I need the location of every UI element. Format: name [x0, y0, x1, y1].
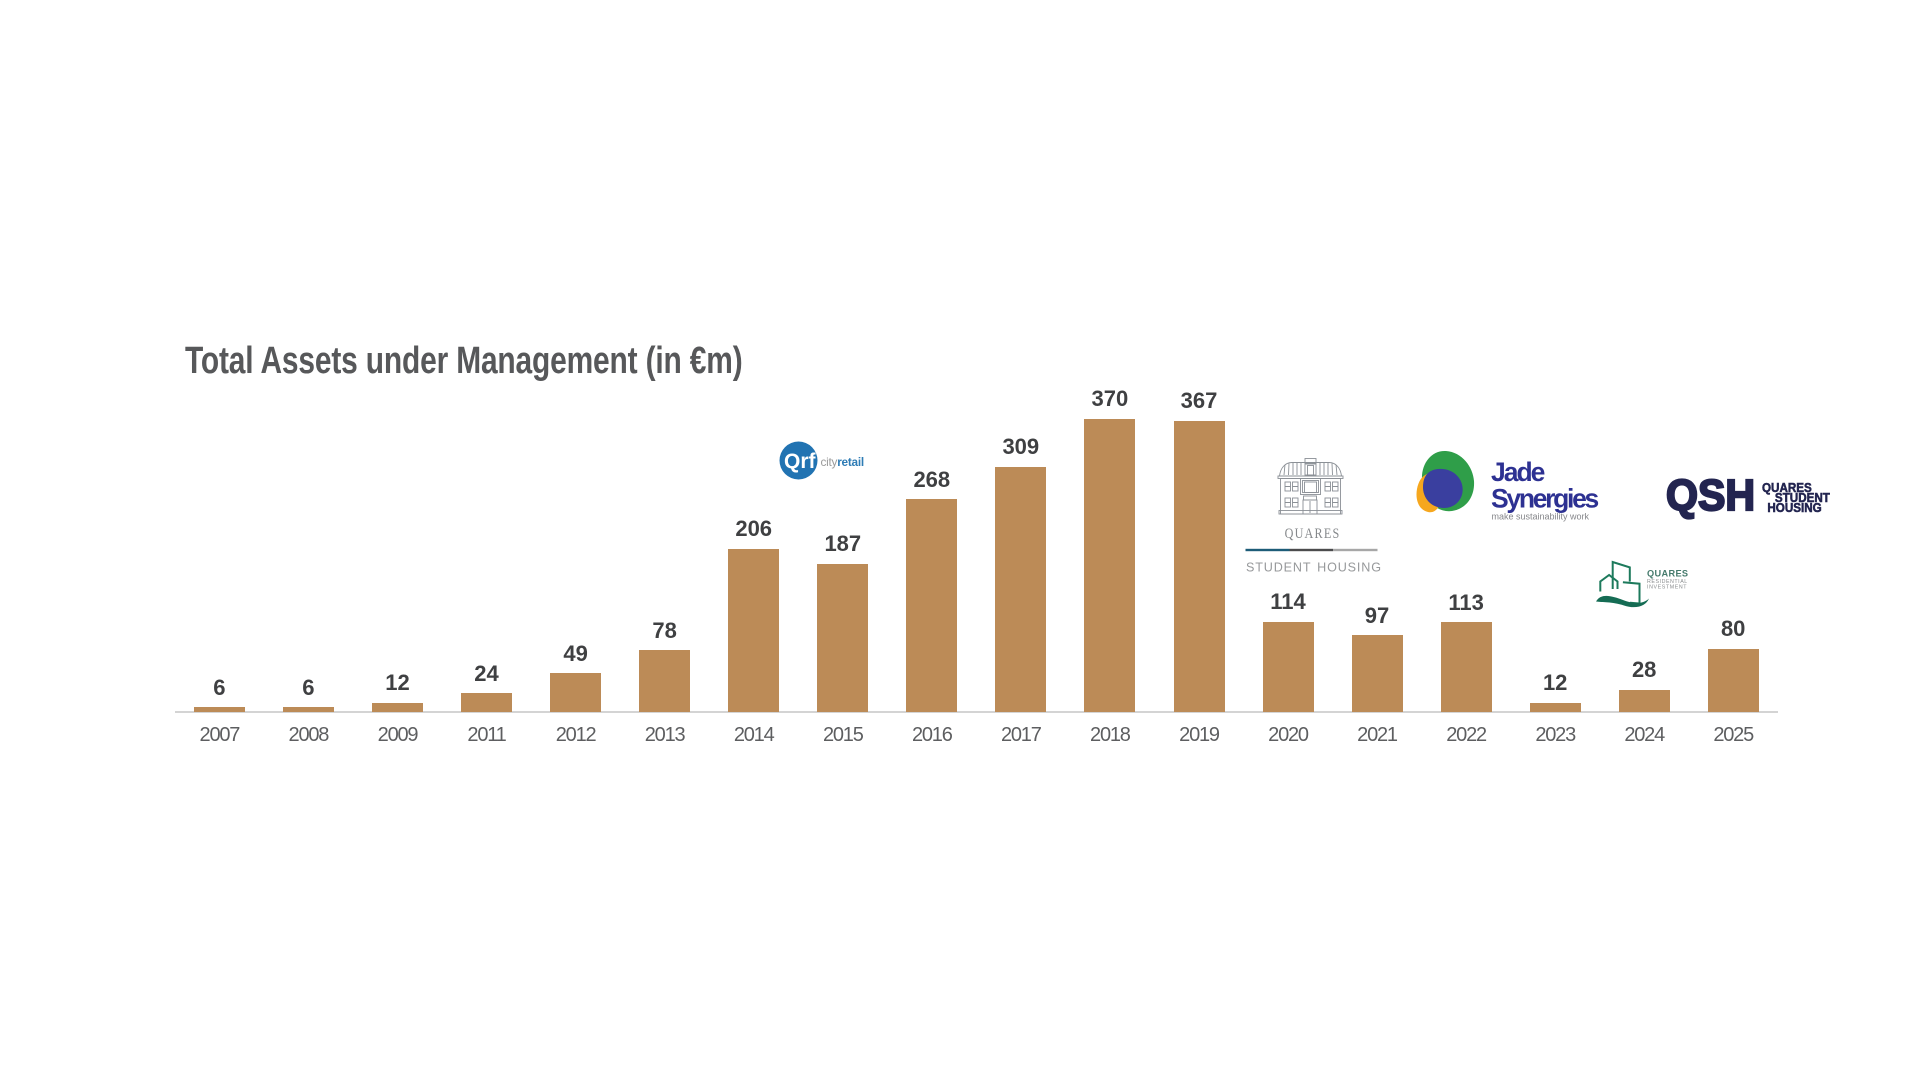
- svg-text:INVESTMENT: INVESTMENT: [1647, 585, 1687, 591]
- svg-text:RESIDENTIAL: RESIDENTIAL: [1647, 579, 1688, 585]
- svg-text:QUARES: QUARES: [1647, 568, 1688, 578]
- svg-text:Synergies: Synergies: [1491, 484, 1599, 514]
- svg-text:make sustainability work: make sustainability work: [1492, 511, 1590, 521]
- svg-text:Jade: Jade: [1491, 457, 1545, 487]
- svg-text:cityretail: cityretail: [821, 455, 864, 469]
- svg-text:STUDENT HOUSING: STUDENT HOUSING: [1246, 560, 1382, 574]
- svg-text:QUARES: QUARES: [1285, 525, 1341, 541]
- svg-text:Qrf: Qrf: [784, 450, 817, 473]
